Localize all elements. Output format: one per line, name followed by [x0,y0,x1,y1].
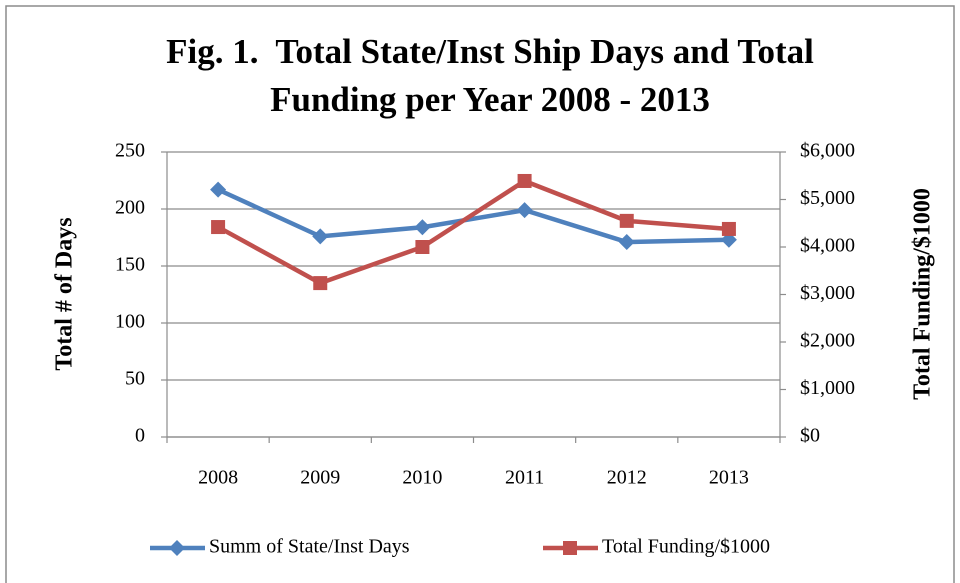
series-line [217,187,729,245]
data-point [618,234,635,251]
x-tick-label: 2012 [607,467,647,489]
legend-label: Summ of State/Inst Days [209,536,410,558]
data-point [517,173,532,188]
y2-tick-label: $2,000 [800,330,855,352]
y2-tick-label: $5,000 [800,187,855,209]
data-point [211,220,226,235]
y2-axis-label: Total Funding/$1000 [910,188,936,400]
x-tick-label: 2013 [709,467,749,489]
data-point [313,276,328,291]
y-tick-label: 250 [115,140,145,162]
x-tick-label: 2009 [300,467,340,489]
x-tick-label: 2011 [505,467,544,489]
y2-tick-label: $4,000 [800,235,855,257]
y-tick-label: 100 [115,311,145,333]
legend-marker [169,540,185,556]
y-tick-label: 50 [125,368,145,390]
x-tick-label: 2010 [402,467,442,489]
data-point [312,228,329,245]
data-point [210,181,227,198]
data-point [414,219,431,236]
legend-label: Total Funding/$1000 [602,536,770,558]
y-tick-label: 150 [115,254,145,276]
data-point [516,202,533,219]
y2-tick-label: $0 [800,425,820,447]
y-tick-label: 0 [135,425,145,447]
y-tick-label: 200 [115,197,145,219]
legend-marker [563,541,577,555]
data-point [721,221,736,236]
data-point [415,240,430,254]
series-line [217,178,730,286]
y2-tick-label: $1,000 [800,377,855,399]
chart-title: Fig. 1. Total State/Inst Ship Days and T… [166,32,823,119]
chart-frame [5,5,955,583]
x-tick-label: 2008 [198,467,238,489]
data-point [619,213,634,228]
y2-tick-label: $3,000 [800,282,855,304]
y-axis-label: Total # of Days [52,217,78,370]
y2-tick-label: $6,000 [800,140,855,162]
